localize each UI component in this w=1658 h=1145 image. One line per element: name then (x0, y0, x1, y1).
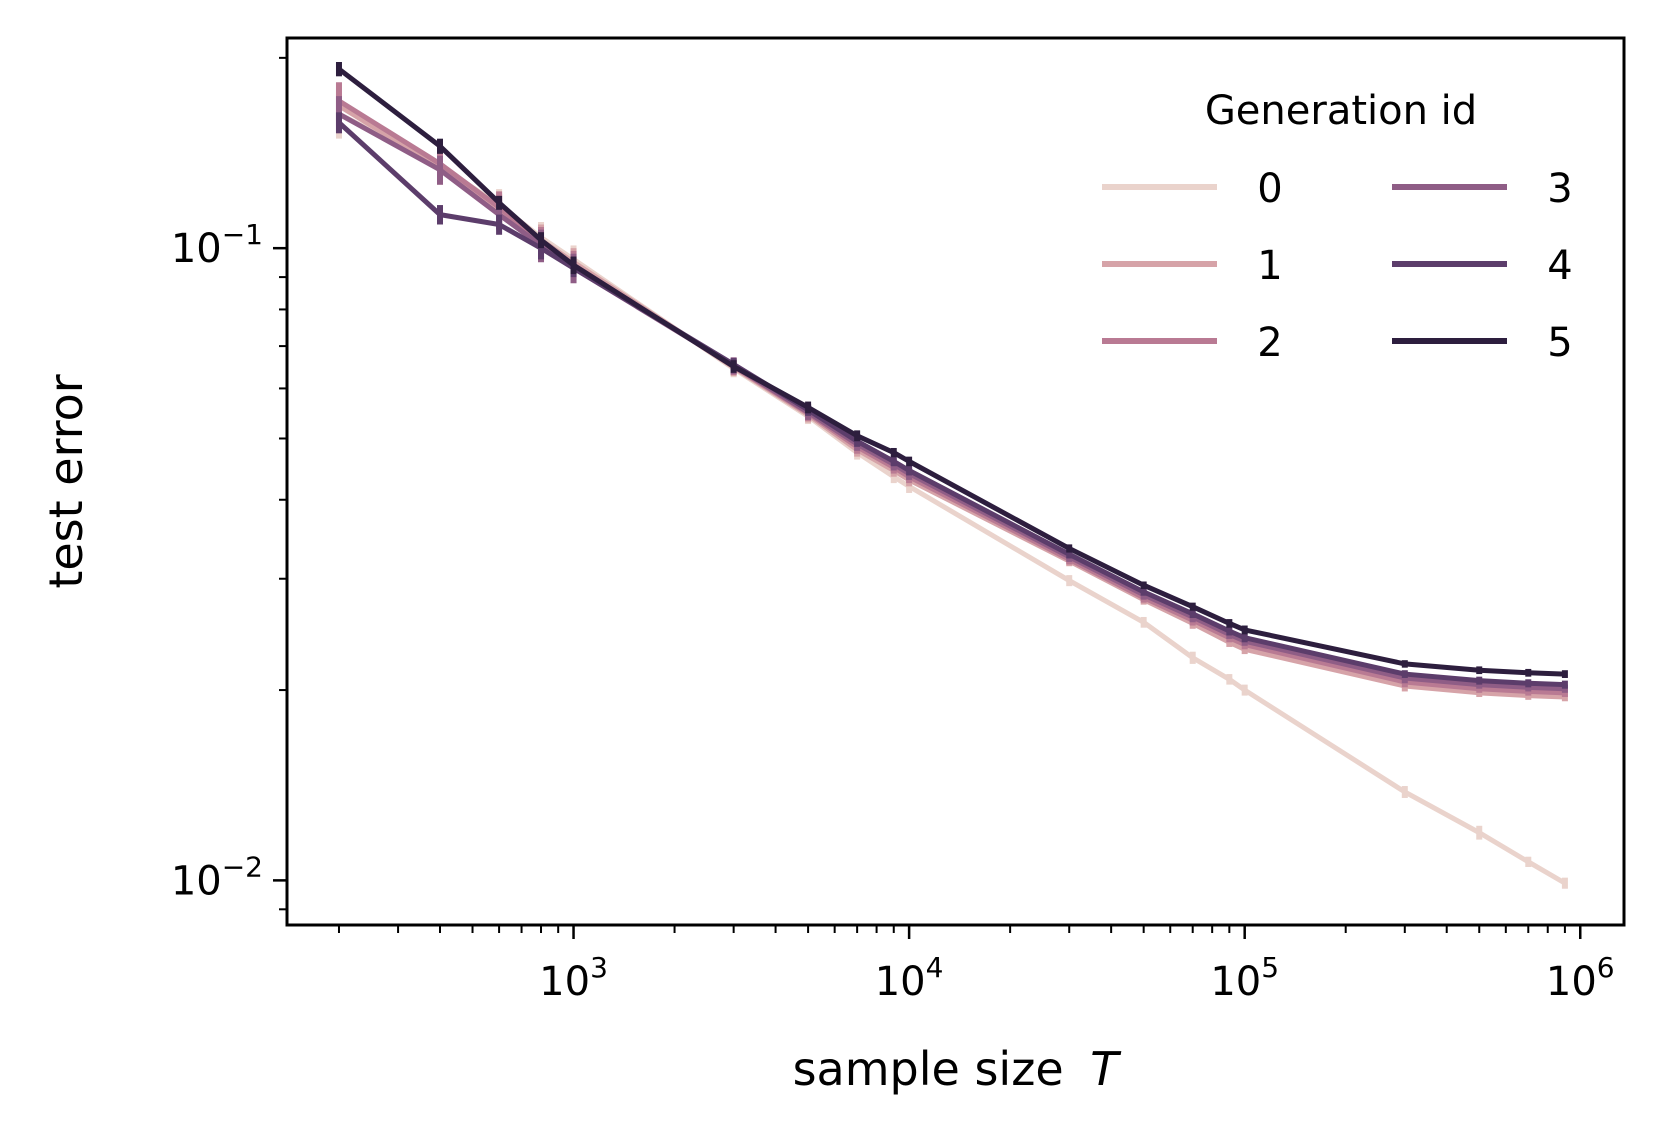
y-tick-exponent: −1 (222, 218, 263, 251)
legend-items: 0 1 2 3 4 5 (1102, 166, 1573, 366)
legend-item: 3 (1392, 166, 1573, 212)
x-axis-label: sample size T (793, 1042, 1123, 1096)
legend-label: 5 (1547, 320, 1572, 366)
x-tick-base: 10 (1546, 959, 1597, 1005)
plot-area (335, 62, 1568, 889)
y-axis: 10−110−2 (171, 56, 287, 911)
legend-label: 2 (1257, 320, 1282, 366)
y-tick-label: 10−2 (171, 850, 263, 904)
legend-label: 3 (1547, 166, 1572, 212)
x-axis-label-text: sample size (793, 1042, 1064, 1096)
legend-title: Generation id (1205, 88, 1477, 134)
x-axis-label-variable: T (1090, 1042, 1122, 1096)
x-tick-exponent: 5 (1261, 951, 1279, 984)
legend-item: 5 (1392, 320, 1573, 366)
legend-item: 4 (1392, 243, 1573, 289)
legend-label: 0 (1257, 166, 1282, 212)
x-tick-exponent: 6 (1597, 951, 1615, 984)
x-tick-exponent: 4 (926, 951, 944, 984)
x-tick-exponent: 3 (590, 951, 608, 984)
plot-frame (285, 36, 1626, 927)
legend-item: 0 (1102, 166, 1283, 212)
x-tick-label: 103 (539, 951, 608, 1005)
y-axis-label: test error (39, 374, 93, 588)
legend-item: 1 (1102, 243, 1283, 289)
y-tick-base: 10 (171, 858, 222, 904)
legend-item: 2 (1102, 320, 1283, 366)
legend-label: 4 (1547, 243, 1572, 289)
y-tick-base: 10 (171, 226, 222, 272)
y-tick-label: 10−1 (171, 218, 263, 272)
x-tick-label: 104 (875, 951, 944, 1005)
y-tick-exponent: −2 (222, 850, 263, 883)
series-layer (335, 62, 1568, 889)
x-tick-base: 10 (1210, 959, 1261, 1005)
legend-label: 1 (1257, 243, 1282, 289)
legend: Generation id 0 1 2 3 4 5 (1102, 88, 1573, 366)
x-tick-label: 106 (1546, 951, 1615, 1005)
x-axis: 103 104 105 106 (337, 925, 1615, 1005)
series-5 (335, 62, 1568, 678)
x-tick-base: 10 (539, 959, 590, 1005)
x-tick-label: 105 (1210, 951, 1279, 1005)
x-tick-base: 10 (875, 959, 926, 1005)
